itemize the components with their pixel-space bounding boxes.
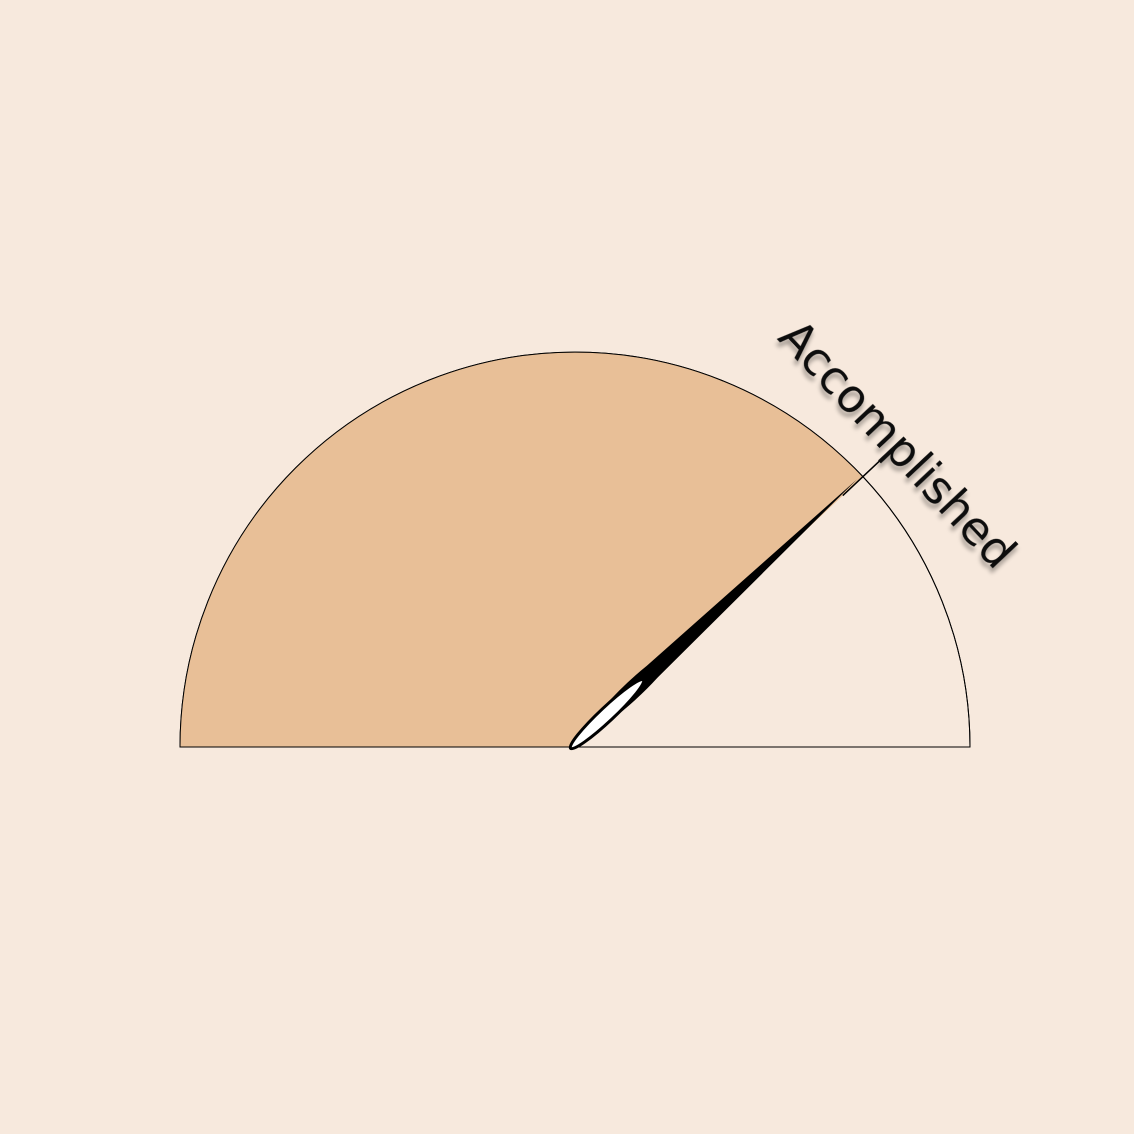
label-leader-line	[842, 454, 887, 497]
gauge-needle	[568, 479, 858, 751]
needle-eye	[568, 678, 646, 751]
gauge-filled-sector	[180, 351, 863, 747]
gauge-outline	[179, 351, 971, 748]
